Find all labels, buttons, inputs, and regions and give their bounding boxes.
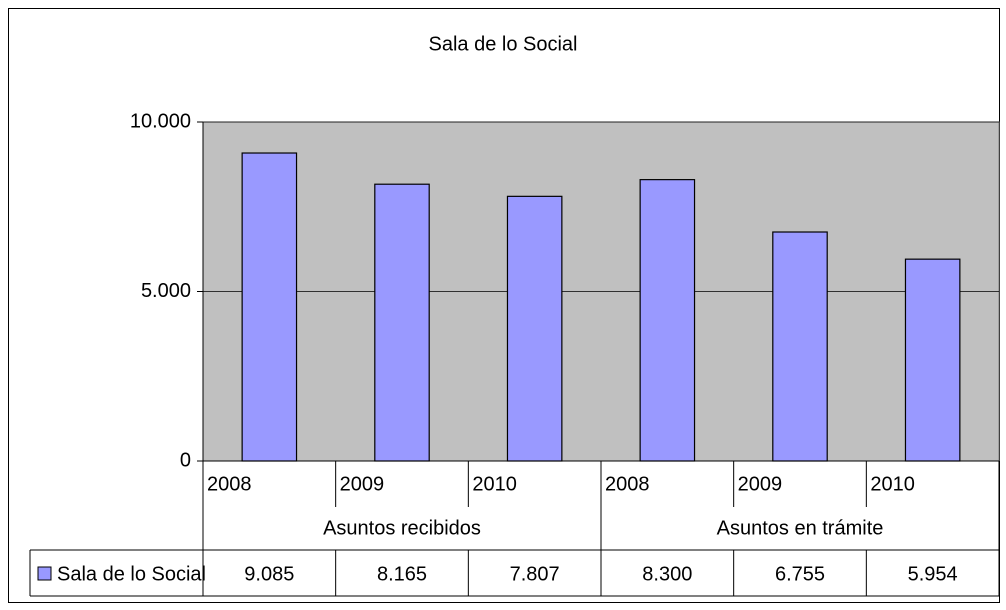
x-tick-label: 2008 bbox=[207, 473, 252, 495]
y-tick-label: 0 bbox=[180, 449, 191, 471]
group-label: Asuntos en trámite bbox=[717, 517, 884, 539]
bar bbox=[904, 258, 961, 462]
data-table-value: 6.755 bbox=[775, 563, 825, 585]
bar bbox=[374, 183, 430, 462]
chart-title: Sala de lo Social bbox=[429, 33, 578, 55]
data-table-value: 9.085 bbox=[244, 563, 294, 585]
y-tick-label: 5.000 bbox=[141, 280, 191, 302]
data-table-value: 5.954 bbox=[908, 563, 958, 585]
bar bbox=[506, 195, 563, 462]
y-tick-label: 10.000 bbox=[130, 110, 191, 132]
bar bbox=[241, 152, 298, 462]
x-tick-label: 2010 bbox=[870, 473, 915, 495]
data-table-value: 7.807 bbox=[510, 563, 560, 585]
legend-swatch bbox=[37, 566, 52, 581]
x-tick-label: 2010 bbox=[472, 473, 517, 495]
x-tick-label: 2009 bbox=[738, 473, 783, 495]
legend-label: Sala de lo Social bbox=[57, 563, 206, 585]
data-table-value: 8.165 bbox=[377, 563, 427, 585]
group-label: Asuntos recibidos bbox=[323, 517, 481, 539]
x-tick-label: 2009 bbox=[340, 473, 385, 495]
x-tick-label: 2008 bbox=[605, 473, 650, 495]
bar bbox=[772, 231, 828, 462]
data-table-value: 8.300 bbox=[642, 563, 692, 585]
bar bbox=[639, 179, 696, 462]
